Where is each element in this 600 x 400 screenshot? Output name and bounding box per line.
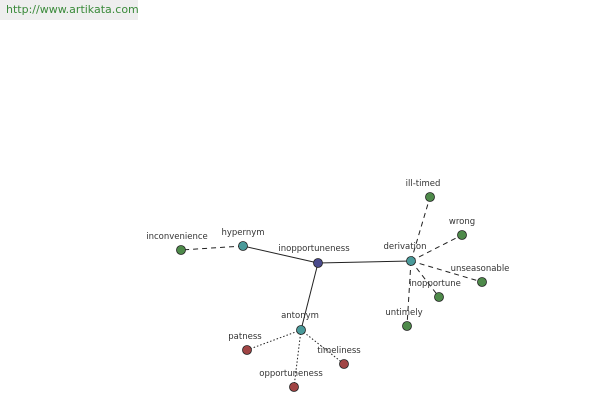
node bbox=[339, 359, 349, 369]
edge bbox=[242, 245, 319, 264]
node-label: unseasonable bbox=[451, 264, 510, 274]
node bbox=[402, 321, 412, 331]
node-label: derivation bbox=[383, 242, 426, 252]
node-label: inconvenience bbox=[146, 232, 208, 242]
node bbox=[176, 245, 186, 255]
edge bbox=[317, 260, 412, 264]
edge bbox=[410, 234, 463, 262]
edge bbox=[293, 329, 302, 388]
node bbox=[406, 256, 416, 266]
node bbox=[425, 192, 435, 202]
site-url[interactable]: http://www.artikata.com bbox=[0, 0, 139, 20]
node bbox=[457, 230, 467, 240]
edge bbox=[300, 262, 319, 331]
node-label: ill-timed bbox=[406, 179, 441, 189]
node bbox=[434, 292, 444, 302]
node-label: hypernym bbox=[221, 228, 264, 238]
node-label: opportuneness bbox=[259, 369, 323, 379]
edge bbox=[300, 329, 345, 365]
node bbox=[296, 325, 306, 335]
node bbox=[242, 345, 252, 355]
node-label: untimely bbox=[385, 308, 422, 318]
node-label: antonym bbox=[281, 311, 319, 321]
edge bbox=[410, 260, 483, 283]
node-label: wrong bbox=[449, 217, 475, 227]
edge bbox=[180, 245, 244, 251]
node-label: patness bbox=[228, 332, 262, 342]
node bbox=[289, 382, 299, 392]
node bbox=[477, 277, 487, 287]
edge bbox=[246, 329, 302, 351]
edge bbox=[406, 260, 412, 327]
node-label: timeliness bbox=[317, 346, 361, 356]
node bbox=[238, 241, 248, 251]
edge bbox=[410, 260, 440, 298]
node-label: inopportuneness bbox=[278, 244, 350, 254]
node-label: inopportune bbox=[409, 279, 461, 289]
edges bbox=[180, 196, 483, 388]
node bbox=[313, 258, 323, 268]
edge bbox=[410, 196, 431, 262]
